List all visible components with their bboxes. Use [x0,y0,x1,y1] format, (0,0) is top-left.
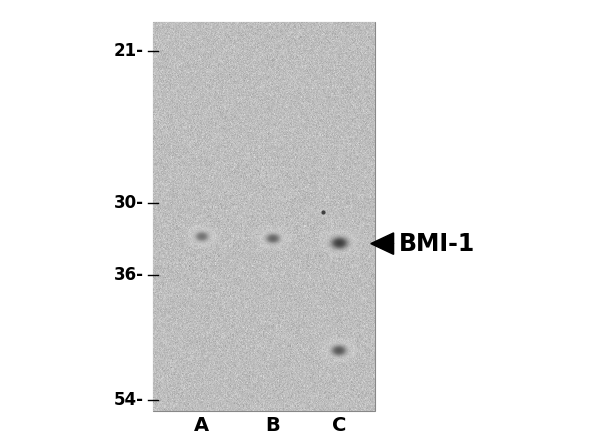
Text: C: C [332,416,346,435]
Text: 54-: 54- [114,391,144,409]
Text: B: B [266,416,280,435]
Text: 30-: 30- [114,194,144,212]
Text: A: A [193,416,209,435]
Text: 36-: 36- [114,266,144,284]
Text: BMI-1: BMI-1 [399,232,475,256]
Bar [153,22,375,411]
FancyArrow shape [371,233,394,254]
Text: 21-: 21- [114,42,144,60]
